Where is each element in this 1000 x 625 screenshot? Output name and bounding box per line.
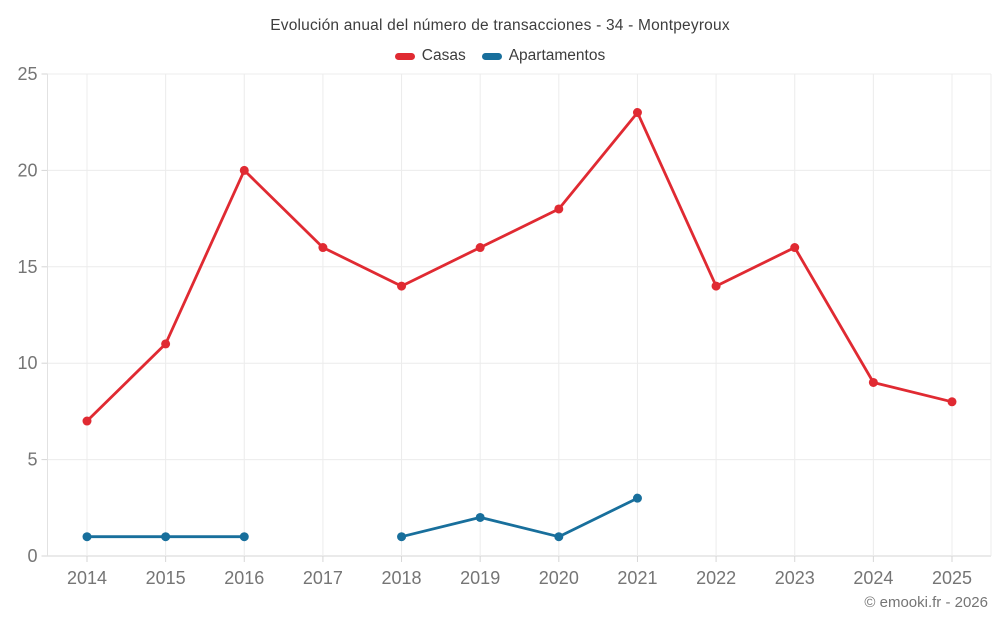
legend-item-casas[interactable]: Casas xyxy=(394,47,466,65)
x-axis-label: 2021 xyxy=(617,568,657,588)
y-axis-label: 10 xyxy=(17,353,37,373)
y-axis-label: 20 xyxy=(17,160,37,180)
legend-item-apartamentos[interactable]: Apartamentos xyxy=(481,47,606,65)
y-axis-label: 0 xyxy=(27,546,37,566)
data-point-casas-2018[interactable] xyxy=(397,281,407,291)
y-axis-label: 5 xyxy=(27,450,37,470)
data-point-casas-2024[interactable] xyxy=(868,377,878,387)
data-point-casas-2023[interactable] xyxy=(790,243,800,253)
x-axis-label: 2020 xyxy=(539,568,579,588)
x-axis-label: 2017 xyxy=(303,568,343,588)
series-line-apartamentos[interactable] xyxy=(85,496,639,539)
x-axis-label: 2022 xyxy=(696,568,736,588)
data-point-apartamentos-2014[interactable] xyxy=(82,532,92,542)
x-axis-label: 2025 xyxy=(932,568,972,588)
legend-label-casas: Casas xyxy=(421,47,466,64)
casas-series-swatch xyxy=(394,52,415,60)
legend-label-apartamentos: Apartamentos xyxy=(508,47,606,64)
chart-legend: Casas Apartamentos xyxy=(0,47,1000,65)
data-point-casas-2014[interactable] xyxy=(82,416,92,426)
data-point-casas-2019[interactable] xyxy=(475,243,485,253)
data-point-apartamentos-2021[interactable] xyxy=(632,493,642,503)
x-axis-label: 2014 xyxy=(67,568,107,588)
chart-title: Evolución anual del número de transaccio… xyxy=(270,17,730,34)
data-point-casas-2016[interactable] xyxy=(239,165,249,175)
data-point-apartamentos-2016[interactable] xyxy=(239,532,249,542)
data-point-apartamentos-2020[interactable] xyxy=(554,532,564,542)
data-point-casas-2025[interactable] xyxy=(947,397,957,407)
x-axis-label: 2019 xyxy=(460,568,500,588)
y-axis-label: 15 xyxy=(17,257,37,277)
data-point-apartamentos-2019[interactable] xyxy=(475,512,485,522)
x-axis-label: 2016 xyxy=(224,568,264,588)
x-axis-label: 2024 xyxy=(853,568,893,588)
data-point-casas-2021[interactable] xyxy=(632,108,642,118)
data-point-casas-2015[interactable] xyxy=(161,339,171,349)
data-point-apartamentos-2015[interactable] xyxy=(161,532,171,542)
data-point-casas-2020[interactable] xyxy=(554,204,564,214)
data-point-apartamentos-2018[interactable] xyxy=(397,532,407,542)
apartamentos-series-swatch xyxy=(481,52,502,60)
series-line-casas[interactable] xyxy=(85,111,954,423)
x-axis-label: 2023 xyxy=(775,568,815,588)
data-point-casas-2022[interactable] xyxy=(711,281,721,291)
x-axis-label: 2015 xyxy=(146,568,186,588)
x-axis-label: 2018 xyxy=(382,568,422,588)
data-point-casas-2017[interactable] xyxy=(318,243,328,253)
y-axis-label: 25 xyxy=(17,64,37,84)
copyright-footer: © emooki.fr - 2026 xyxy=(864,594,988,611)
